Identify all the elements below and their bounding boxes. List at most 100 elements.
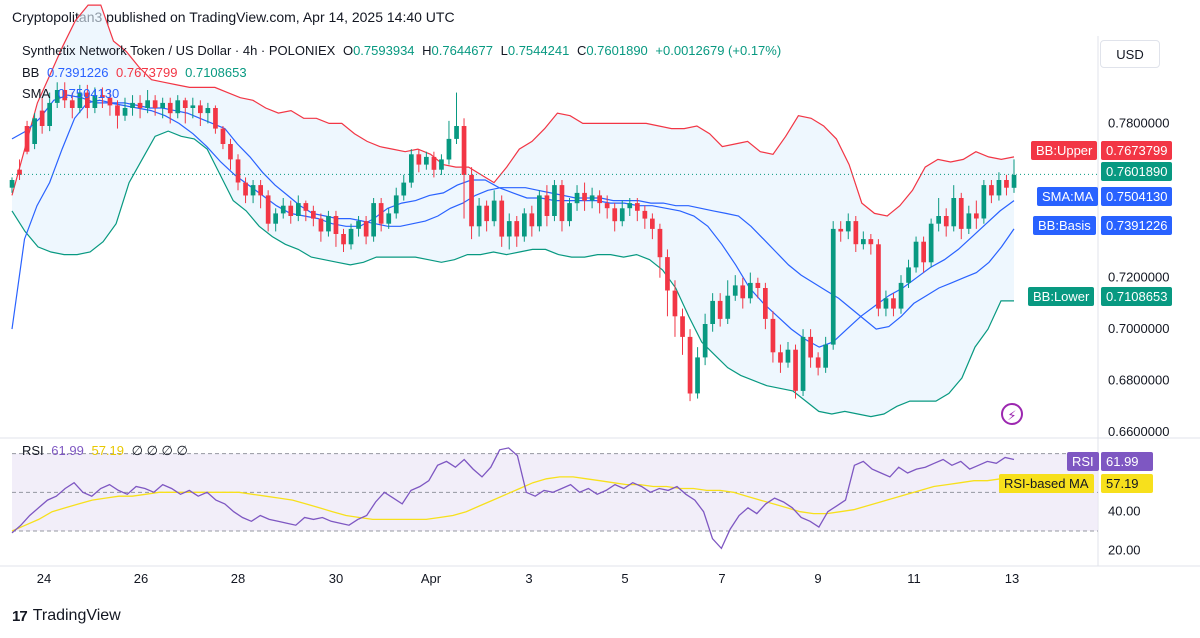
candle [371, 198, 376, 242]
candle-body [273, 213, 278, 224]
candle-body [672, 290, 678, 317]
rsi-value: 61.99 [51, 443, 84, 458]
candle [506, 213, 512, 250]
candle-body [544, 195, 550, 216]
candle-body [326, 216, 331, 232]
candle [250, 180, 256, 204]
candle-body [665, 257, 670, 291]
candle [311, 205, 316, 227]
candle [958, 192, 964, 240]
time-tick-label: 13 [1005, 571, 1019, 586]
candle [476, 198, 482, 237]
candle [665, 249, 670, 317]
candle-body [288, 205, 294, 216]
candle-body [845, 221, 851, 232]
sma-line [11, 94, 1015, 348]
candle [763, 282, 768, 330]
bb-lower-tag-label: BB:Lower [1028, 287, 1095, 306]
candle [100, 87, 105, 108]
candle-body [258, 185, 263, 196]
candle [39, 97, 45, 134]
currency-button[interactable]: USD [1100, 40, 1160, 68]
candle-body [996, 180, 1002, 196]
rsi-tick-label: 40.00 [1108, 504, 1141, 519]
candle-body [710, 300, 715, 324]
candle [928, 218, 934, 268]
candle [891, 293, 896, 317]
low-label: L [500, 43, 508, 58]
candle [582, 182, 587, 211]
tradingview-logo[interactable]: 17 TradingView [12, 607, 121, 625]
candle-body [808, 336, 813, 358]
rsi-layer [11, 447, 1098, 550]
candle-body [296, 203, 301, 216]
candle [62, 82, 68, 108]
candle [439, 154, 444, 175]
candle-body [92, 95, 98, 108]
candle [755, 277, 761, 299]
candle [77, 84, 83, 114]
candle [529, 205, 535, 237]
candle [190, 97, 196, 119]
candle [597, 190, 602, 214]
candle-body [793, 349, 798, 391]
candle [574, 185, 580, 211]
candle [160, 97, 165, 119]
candle [785, 342, 791, 368]
candle-body [341, 234, 346, 245]
candle [687, 329, 693, 402]
candle-body [182, 100, 188, 108]
candle [1004, 174, 1009, 196]
sma-tag-label: SMA:MA [1037, 187, 1099, 206]
candle-body [69, 100, 75, 108]
lightning-icon[interactable]: ⚡ [1001, 403, 1023, 425]
candle [650, 213, 655, 240]
candle-body [378, 203, 384, 224]
candle [401, 174, 407, 201]
candle [966, 205, 972, 234]
candle-body [386, 213, 392, 224]
candle-body [17, 169, 22, 175]
candle-body [936, 216, 941, 224]
candle [469, 167, 474, 240]
candle-body [529, 213, 535, 227]
rsi-empty-values: ∅ ∅ ∅ ∅ [131, 443, 188, 458]
candle-body [604, 203, 610, 209]
candle-body [876, 244, 881, 309]
time-tick-label: 7 [718, 571, 725, 586]
candle-body [612, 208, 618, 222]
candle [69, 92, 75, 119]
candle [695, 347, 700, 399]
candle [800, 329, 806, 396]
close-label: C [576, 43, 587, 58]
candle-body [906, 267, 911, 283]
tradingview-mark-icon: 17 [12, 607, 28, 625]
candle [356, 216, 361, 237]
candle [499, 195, 505, 247]
candle [386, 208, 392, 229]
candle-body [559, 185, 565, 222]
rsi-ma-tag-label: RSI-based MA [999, 474, 1094, 493]
candle [635, 198, 640, 222]
tradingview-brand: TradingView [32, 607, 121, 624]
price-tick-label: 0.6600000 [1108, 424, 1169, 439]
candle [235, 154, 241, 191]
time-tick-label: Apr [421, 571, 442, 586]
candle [484, 200, 489, 232]
candle-body [47, 102, 52, 126]
candle [47, 92, 52, 132]
candle [213, 105, 218, 134]
candle [981, 180, 987, 224]
candle-body [725, 295, 731, 319]
candle [748, 272, 753, 304]
candle-body [732, 285, 738, 296]
candle [348, 223, 354, 250]
candle-body [687, 336, 693, 394]
candle-body [228, 144, 233, 160]
candle [205, 102, 211, 124]
candle [92, 87, 98, 114]
symbol-title: Synthetix Network Token / US Dollar · 4h… [22, 43, 336, 58]
candle [514, 216, 520, 247]
candle-body [597, 195, 602, 204]
